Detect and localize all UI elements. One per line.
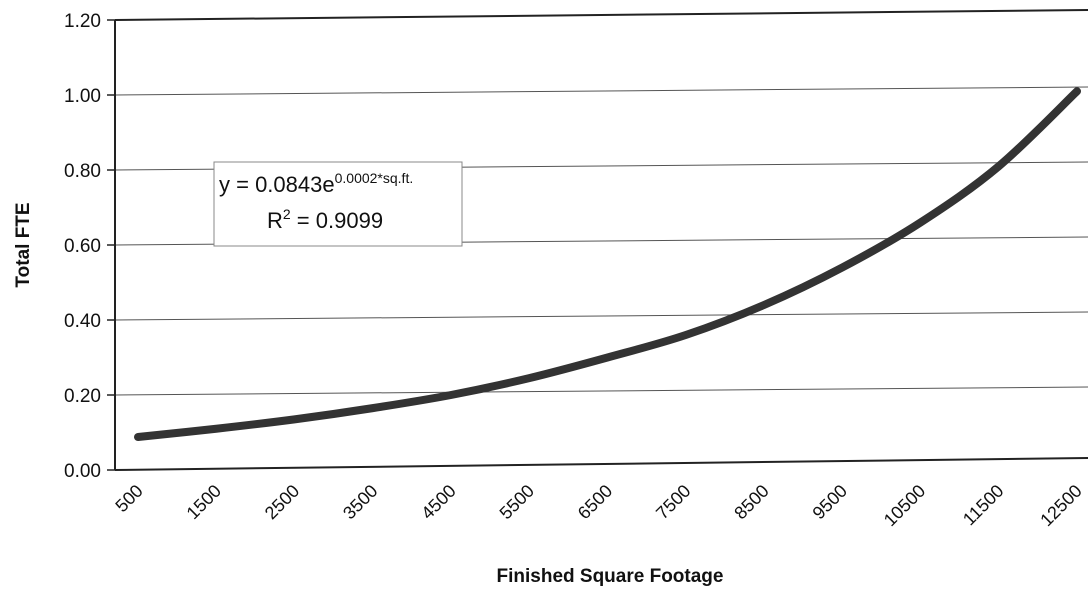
x-tick-label: 4500 xyxy=(417,481,459,523)
x-tick-label: 7500 xyxy=(652,481,694,523)
r-squared-text: R2 = 0.9099 xyxy=(267,206,383,233)
x-tick-label: 1500 xyxy=(183,481,225,523)
data-point xyxy=(215,428,217,430)
gridline xyxy=(114,311,1088,321)
y-axis-label: Total FTE xyxy=(13,202,34,287)
data-point xyxy=(528,377,530,379)
data-point xyxy=(294,418,295,420)
x-tick-label: 6500 xyxy=(574,481,616,523)
series-layer xyxy=(134,87,1081,441)
trend-line xyxy=(134,87,1081,441)
y-tick-label: 0.00 xyxy=(64,461,101,482)
data-point xyxy=(763,304,765,306)
x-tick-label: 9500 xyxy=(809,481,851,523)
data-point xyxy=(607,357,608,358)
x-tick-label: 10500 xyxy=(880,481,930,531)
x-tick-label: 500 xyxy=(111,481,146,516)
x-tick-label: 11500 xyxy=(959,481,1008,530)
x-axis-ticks: 500 1500 2500 3500 4500 5500 6500 7500 8500 9500 1… xyxy=(111,481,1085,531)
y-tick-label: 0.40 xyxy=(64,311,101,332)
data-point xyxy=(841,267,843,268)
x-tick-label: 5500 xyxy=(496,481,538,523)
r-squared-exponent: 2 xyxy=(283,206,291,222)
y-tick-label: 0.60 xyxy=(64,236,101,257)
frame-top xyxy=(114,9,1088,21)
equation-prefix: y = 0.0843e xyxy=(219,172,335,197)
r-squared-prefix: R xyxy=(267,208,283,233)
y-tick-label: 0.20 xyxy=(64,386,101,407)
equation-exponent: 0.0002*sq.ft. xyxy=(335,170,414,186)
y-tick-label: 1.00 xyxy=(64,86,101,107)
r-squared-value: = 0.9099 xyxy=(291,208,383,233)
gridline xyxy=(114,386,1088,396)
data-point xyxy=(450,394,452,396)
data-point xyxy=(137,436,139,438)
equation-text: y = 0.0843e0.0002*sq.ft. xyxy=(219,170,413,197)
y-tick-label: 1.20 xyxy=(64,11,101,32)
x-tick-label: 2500 xyxy=(261,481,303,523)
x-axis-line xyxy=(114,457,1088,471)
x-tick-label: 8500 xyxy=(730,481,772,523)
data-point xyxy=(685,334,687,336)
data-point xyxy=(1076,90,1078,92)
data-point xyxy=(372,407,374,409)
y-axis-ticks: 0.00 0.20 0.40 0.60 0.80 1.00 1.20 xyxy=(64,11,115,482)
x-axis-label: Finished Square Footage xyxy=(497,566,724,587)
y-tick-label: 0.80 xyxy=(64,161,101,182)
x-tick-label: 3500 xyxy=(339,481,381,523)
data-point xyxy=(920,222,921,223)
gridline xyxy=(114,86,1088,96)
trendline-equation-box: y = 0.0843e0.0002*sq.ft. R2 = 0.9099 xyxy=(213,161,463,247)
x-tick-label: 12500 xyxy=(1036,481,1086,531)
data-point xyxy=(998,165,1000,167)
